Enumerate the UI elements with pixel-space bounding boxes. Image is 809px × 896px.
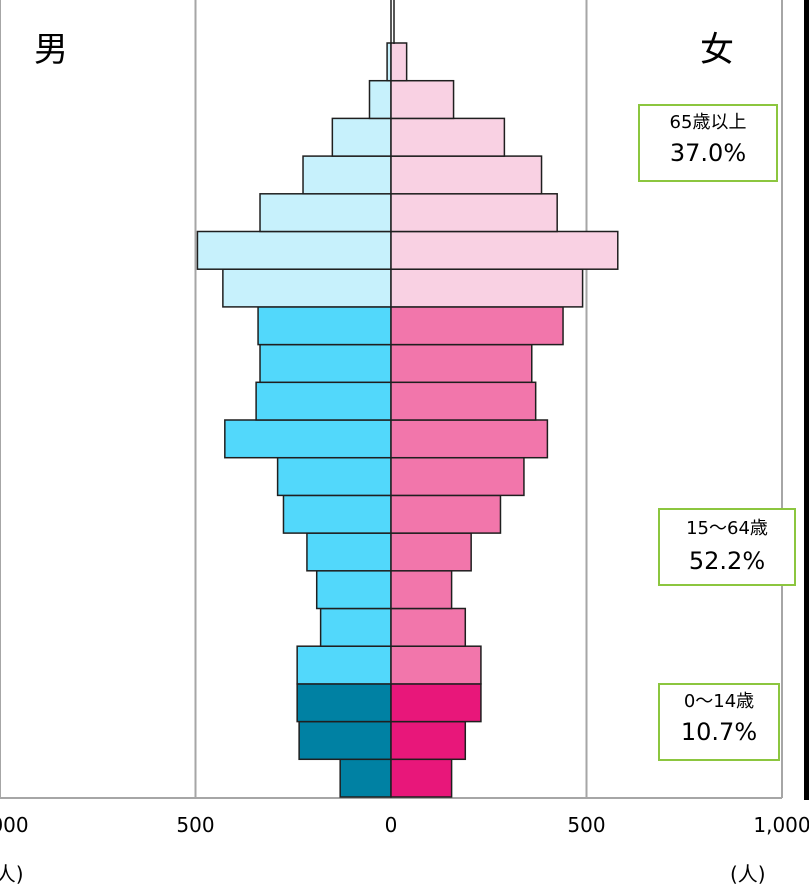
female-bar-16 — [390, 155, 543, 195]
x-tick-label-0: 1,000 — [0, 813, 29, 837]
female-bar-2 — [390, 683, 482, 723]
female-bar-0 — [390, 758, 453, 798]
male-bar-16 — [302, 155, 392, 195]
bars-group — [196, 0, 619, 798]
male-bar-7 — [282, 494, 392, 534]
male-bar-0 — [339, 758, 392, 798]
male-bar-3 — [296, 645, 392, 685]
male-bar-18 — [368, 79, 392, 120]
callout-0-14: 0〜14歳 10.7% — [658, 683, 780, 761]
x-tick-label-4: 1,000 — [753, 813, 809, 837]
male-bar-2 — [296, 683, 392, 723]
male-bar-1 — [298, 720, 392, 761]
x-unit-right: (人) — [730, 862, 766, 886]
female-bar-14 — [390, 230, 619, 270]
female-bar-12 — [390, 306, 564, 346]
right-edge-bar — [804, 0, 809, 800]
x-tick-labels: 1,000 500 0 500 1,000 — [0, 813, 809, 837]
female-bar-17 — [390, 117, 506, 157]
male-bar-17 — [331, 117, 392, 157]
callout-15-64-label: 15〜64歳 — [686, 518, 768, 539]
callout-65-over-value: 37.0% — [669, 139, 747, 167]
male-bar-9 — [224, 419, 392, 459]
male-bar-4 — [319, 607, 392, 647]
female-bar-19 — [390, 42, 408, 82]
female-bar-8 — [390, 456, 525, 497]
female-bar-5 — [390, 570, 453, 610]
callout-65-over: 65歳以上 37.0% — [638, 104, 778, 182]
callout-65-over-label: 65歳以上 — [669, 112, 747, 133]
female-bar-3 — [390, 645, 482, 685]
callout-15-64: 15〜64歳 52.2% — [658, 508, 796, 586]
x-tick-label-3: 500 — [567, 813, 605, 837]
female-bar-1 — [390, 720, 467, 761]
male-bar-6 — [306, 532, 392, 572]
female-bar-18 — [390, 79, 455, 120]
male-bar-14 — [196, 230, 392, 270]
male-bar-8 — [276, 456, 392, 497]
male-bar-5 — [315, 570, 392, 610]
female-bar-6 — [390, 532, 472, 572]
male-bar-10 — [255, 381, 392, 421]
female-label: 女 — [700, 30, 734, 70]
callout-0-14-value: 10.7% — [680, 718, 758, 746]
male-label: 男 — [34, 30, 68, 70]
female-bar-4 — [390, 607, 467, 647]
callout-0-14-label: 0〜14歳 — [683, 691, 755, 712]
x-unit-left: (人) — [0, 862, 24, 886]
callout-15-64-value: 52.2% — [688, 547, 766, 575]
x-tick-label-2: 0 — [385, 813, 398, 837]
female-bar-15 — [390, 193, 558, 233]
male-bar-11 — [259, 343, 392, 384]
female-bar-7 — [390, 494, 502, 534]
grid-lines — [0, 0, 809, 800]
female-bar-13 — [390, 268, 584, 308]
male-bar-12 — [257, 306, 392, 346]
x-tick-label-1: 500 — [176, 813, 214, 837]
male-bar-13 — [222, 268, 392, 308]
female-bar-9 — [390, 419, 549, 459]
male-bar-15 — [259, 193, 392, 233]
female-bar-11 — [390, 343, 533, 384]
female-bar-10 — [390, 381, 537, 421]
